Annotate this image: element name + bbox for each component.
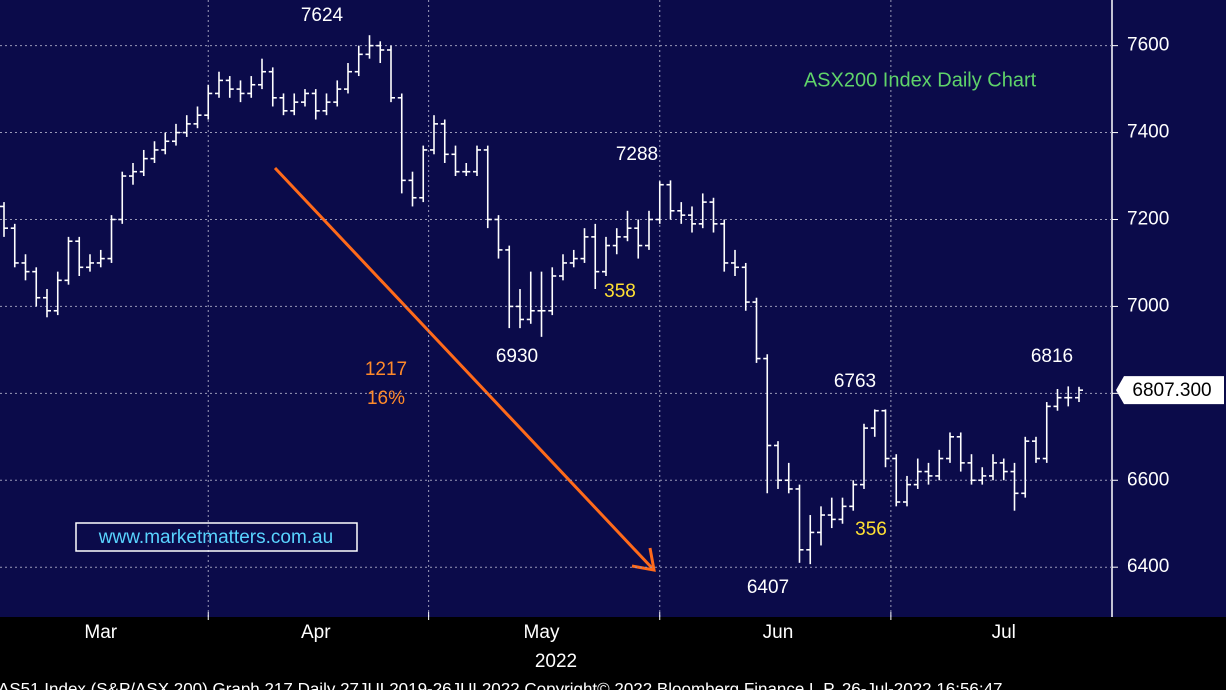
y-tick-label: 7600 [1127, 35, 1169, 56]
last-value-label: 6807.300 [1132, 380, 1211, 401]
annotation: 358 [604, 281, 636, 302]
x-tick-label: Jun [763, 622, 794, 643]
footer: AS51 Index (S&P/ASX 200) Graph 217 Daily… [0, 679, 1003, 690]
arrow-head [631, 547, 656, 572]
x-tick-label: Apr [301, 622, 331, 643]
x-tick-label: Mar [84, 622, 117, 643]
annotation: 7288 [616, 144, 658, 165]
bars [0, 0, 1112, 617]
x-tick-label: Jul [992, 622, 1016, 643]
watermark-box [75, 522, 358, 552]
x-tick-label: May [524, 622, 560, 643]
year-label: 2022 [535, 651, 577, 672]
y-tick-label: 6400 [1127, 556, 1169, 577]
annotation: 6407 [747, 577, 789, 598]
plot-background [0, 0, 1226, 617]
axis-strip [0, 617, 1226, 690]
annotation: 6816 [1031, 346, 1073, 367]
annotation: 16% [367, 388, 405, 409]
y-tick-label: 6600 [1127, 469, 1169, 490]
annotation: 6930 [496, 346, 538, 367]
annotation: 6763 [834, 371, 876, 392]
annotation: 7624 [301, 5, 344, 26]
annotation: 356 [855, 519, 887, 540]
annotation: 1217 [365, 359, 407, 380]
chart-title: ASX200 Index Daily Chart [804, 69, 1037, 91]
trend-arrow [273, 166, 654, 570]
y-tick-label: 7400 [1127, 122, 1169, 143]
y-tick-label: 7000 [1127, 295, 1169, 316]
y-tick-label: 7200 [1127, 209, 1169, 230]
last-value-box [1116, 376, 1224, 405]
watermark: www.marketmatters.com.au [98, 527, 333, 548]
